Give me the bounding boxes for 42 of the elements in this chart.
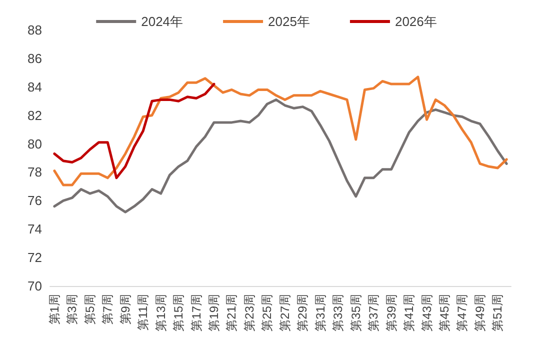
y-tick-label: 70 [28,278,42,294]
legend-label: 2026年 [394,14,437,29]
x-tick-label: 第37周 [366,294,381,332]
x-tick-label: 第21周 [224,294,239,332]
x-tick-label: 第51周 [490,294,505,332]
x-tick-label: 第35周 [348,294,363,332]
legend-label: 2024年 [141,14,184,29]
x-tick-label: 第19周 [207,294,222,332]
y-tick-label: 80 [28,136,42,152]
y-tick-label: 72 [28,250,42,266]
legend-label: 2025年 [268,14,310,29]
x-tick-label: 第15周 [172,294,186,332]
x-tick-label: 第33周 [331,294,346,332]
y-tick-label: 84 [28,79,42,94]
x-tick-label: 第23周 [242,294,256,332]
x-tick-label: 第1周 [47,294,62,325]
x-tick-label: 第49周 [472,294,487,332]
y-tick-label: 78 [28,164,42,180]
y-tick-label: 74 [28,222,42,237]
x-tick-label: 第17周 [189,294,204,332]
y-tick-label: 86 [28,50,42,66]
y-tick-label: 82 [28,108,42,123]
x-tick-label: 第5周 [82,294,97,325]
x-tick-label: 第9周 [118,294,132,325]
x-tick-label: 第11周 [136,294,150,330]
x-tick-label: 第41周 [402,294,416,332]
x-tick-label: 第29周 [296,294,310,332]
x-tick-label: 第13周 [154,294,168,332]
y-tick-label: 76 [28,193,42,208]
line-series [53,76,508,186]
y-tick-label: 88 [28,22,42,38]
x-tick-label: 第25周 [260,294,274,332]
x-tick-label: 第39周 [384,294,398,332]
x-tick-label: 第27周 [278,294,292,332]
x-tick-label: 第31周 [313,294,328,332]
x-tick-label: 第43周 [420,294,434,332]
line-series [53,82,216,180]
line-series [53,98,508,214]
x-tick-label: 第47周 [455,294,470,332]
x-tick-label: 第3周 [65,294,80,325]
x-tick-label: 第45周 [438,294,452,332]
x-tick-label: 第7周 [100,294,115,325]
